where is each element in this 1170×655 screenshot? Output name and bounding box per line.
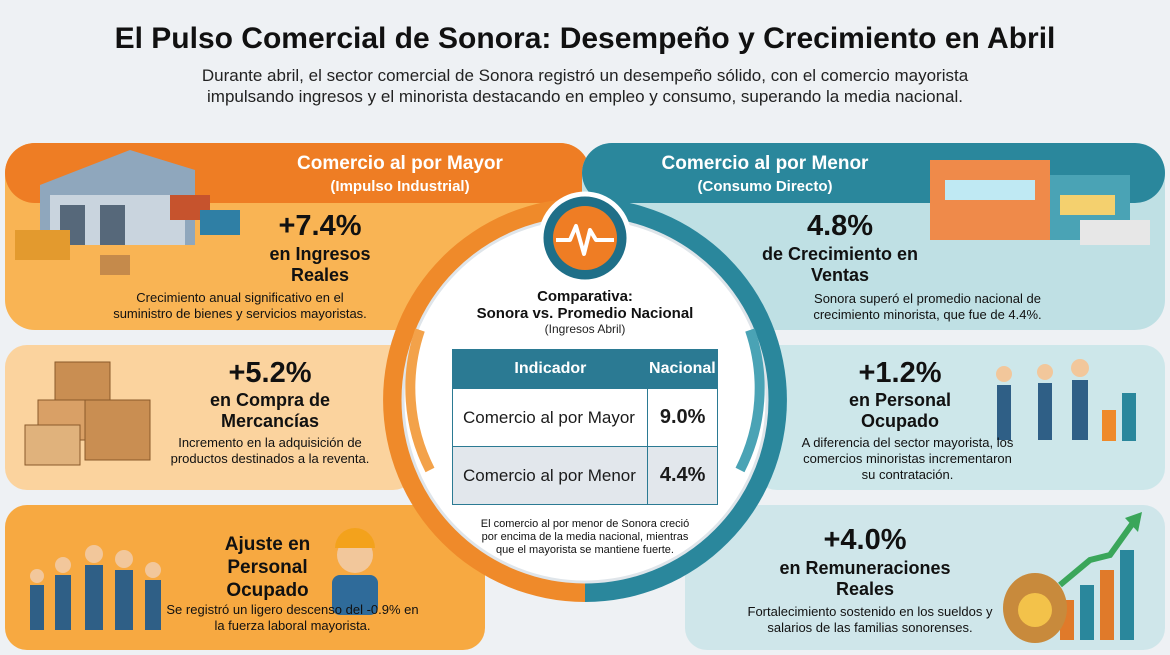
metric-label: en Ingresos Reales xyxy=(269,244,371,285)
title: El Pulso Comercial de Sonora: Desempeño … xyxy=(114,22,1056,55)
row-value: 4.4% xyxy=(647,446,718,505)
header-cell: Indicador xyxy=(452,349,648,389)
table-row: Comercio al por Mayor 9.0% xyxy=(452,388,718,447)
metric-description: Fortalecimiento sostenido en los sueldos… xyxy=(747,604,993,635)
header-cell: Nacional xyxy=(647,349,718,389)
metric-label: en Personal Ocupado xyxy=(848,390,952,431)
comparison-note: (Ingresos Abril) xyxy=(544,322,626,336)
metric-value: +1.2% xyxy=(858,357,942,389)
section-title: Comercio al por Menor xyxy=(661,153,869,174)
section-subtitle: (Consumo Directo) xyxy=(697,178,833,195)
comparison-footnote: El comercio al por menor de Sonora creci… xyxy=(480,518,690,556)
section-title: Comercio al por Mayor xyxy=(297,153,503,174)
comparison-subtitle: Sonora vs. Promedio Nacional xyxy=(476,305,694,322)
metric-description: Crecimiento anual significativo en el su… xyxy=(113,290,367,321)
row-label: Comercio al por Mayor xyxy=(452,388,648,447)
metric-value: 4.8% xyxy=(806,210,874,242)
metric-value: +4.0% xyxy=(823,524,907,556)
metric-label: Ajuste en Personal Ocupado xyxy=(224,534,311,601)
metric-label: de Crecimiento en Ventas xyxy=(761,244,919,285)
comparison-title: Comparativa: xyxy=(537,288,633,305)
metric-value: +5.2% xyxy=(228,357,312,389)
metric-description: Sonora superó el promedio nacional de cr… xyxy=(813,291,1042,322)
comparison-table: Indicador Nacional Comercio al por Mayor… xyxy=(452,349,718,505)
metric-value: +7.4% xyxy=(278,210,362,242)
metric-description: Incremento en la adquisición de producto… xyxy=(170,435,370,466)
metric-description: A diferencia del sector mayorista, los c… xyxy=(801,435,1014,482)
row-label: Comercio al por Menor xyxy=(452,446,648,505)
table-row: Comercio al por Menor 4.4% xyxy=(452,446,718,505)
row-value: 9.0% xyxy=(647,388,718,447)
metric-description: Se registró un ligero descenso del -0.9%… xyxy=(166,602,419,633)
metric-label: en Compra de Mercancías xyxy=(209,390,331,431)
table-header: Indicador Nacional xyxy=(452,349,718,389)
metric-label: en Remuneraciones Reales xyxy=(779,558,951,599)
section-subtitle: (Impulso Industrial) xyxy=(330,178,470,195)
subtitle: Durante abril, el sector comercial de So… xyxy=(201,66,969,106)
